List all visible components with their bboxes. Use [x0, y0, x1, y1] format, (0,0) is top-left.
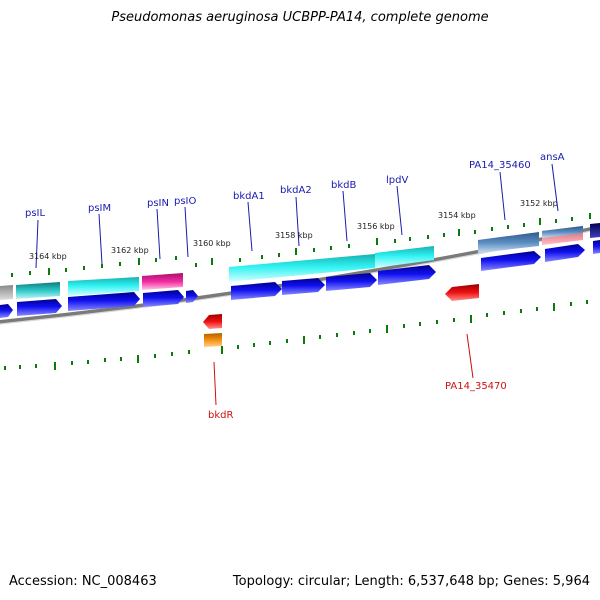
gene-label-bkdR[interactable]: bkdR: [208, 410, 233, 421]
accession-label: Accession: NC_008463: [9, 574, 157, 589]
cds-arrow[interactable]: [593, 240, 600, 254]
gene-label-psIM[interactable]: psIM: [88, 203, 111, 214]
gene-label-ansA[interactable]: ansA: [540, 152, 565, 163]
scale-label: 3162 kbp: [111, 246, 149, 255]
gene-bar-grey[interactable]: [0, 285, 13, 300]
forward-gene-labels: psIL psIM psIN psIO bkdA1 bkdA2 bkdB lpd…: [25, 152, 565, 219]
scale-label: 3152 kbp: [520, 199, 558, 208]
scale-label: 3154 kbp: [438, 211, 476, 220]
reverse-leader-lines: [214, 334, 473, 405]
gene-label-PA14_35470[interactable]: PA14_35470: [445, 381, 507, 392]
cds-arrow[interactable]: [143, 290, 184, 307]
cds-arrow[interactable]: [186, 290, 198, 303]
gene-label-bkdA2[interactable]: bkdA2: [280, 185, 312, 196]
reverse-gene-labels: bkdR PA14_35470: [208, 381, 507, 421]
gene-label-psIL[interactable]: psIL: [25, 208, 46, 219]
gene-bar-psIN[interactable]: [142, 273, 183, 290]
scale-label: 3158 kbp: [275, 231, 313, 240]
reverse-gene-PA14_35470[interactable]: [445, 284, 479, 301]
gene-bar-PA14_35460[interactable]: [478, 232, 539, 253]
gene-label-bkdA1[interactable]: bkdA1: [233, 191, 265, 202]
gene-label-PA14_35460[interactable]: PA14_35460: [469, 160, 531, 171]
cds-arrows: [0, 240, 600, 318]
cds-arrow[interactable]: [0, 304, 13, 318]
cds-arrow[interactable]: [231, 282, 282, 300]
cds-arrow[interactable]: [17, 299, 62, 316]
reverse-gene-bkdR-orange[interactable]: [204, 333, 222, 347]
reverse-gene-bkdR[interactable]: [203, 314, 222, 329]
scale-label: 3160 kbp: [193, 239, 231, 248]
gene-label-psIN[interactable]: psIN: [147, 198, 169, 209]
cds-arrow[interactable]: [481, 251, 541, 271]
gene-bar-navy[interactable]: [590, 223, 600, 238]
scale-label: 3156 kbp: [357, 222, 395, 231]
gene-bar-psIL[interactable]: [16, 282, 60, 299]
gene-label-lpdV[interactable]: lpdV: [386, 175, 408, 186]
topology-label: Topology: circular; Length: 6,537,648 bp…: [233, 574, 590, 589]
gene-label-psIO[interactable]: psIO: [174, 196, 197, 207]
gene-label-bkdB[interactable]: bkdB: [331, 180, 356, 191]
cds-arrow[interactable]: [282, 278, 325, 295]
cds-arrow[interactable]: [545, 244, 585, 262]
scale-label: 3164 kbp: [29, 252, 67, 261]
